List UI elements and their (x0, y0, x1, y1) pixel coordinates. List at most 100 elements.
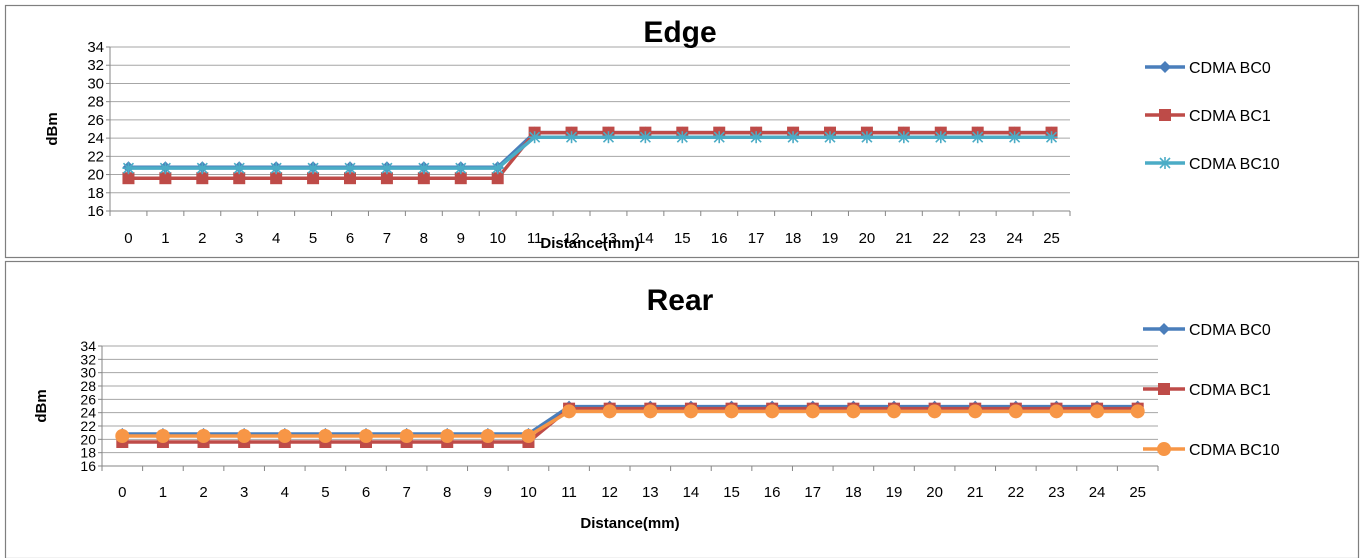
x-tick-label: 16 (711, 230, 728, 247)
legend: CDMA BC0 CDMA BC1 CDMA BC10 (1145, 60, 1280, 173)
y-tick-label: 22 (87, 148, 104, 165)
data-point (860, 131, 873, 144)
x-tick-label: 2 (199, 484, 207, 501)
x-tick-label: 19 (886, 484, 903, 501)
y-tick-label: 22 (80, 418, 96, 434)
x-axis-title: Distance(mm) (540, 235, 639, 252)
data-point (159, 162, 172, 175)
x-tick-label: 6 (362, 484, 370, 501)
legend-entry: CDMA BC10 (1145, 156, 1280, 173)
x-tick-label: 23 (1048, 484, 1065, 501)
data-point (270, 172, 283, 185)
x-tick-label: 6 (346, 230, 354, 247)
data-point (454, 172, 467, 185)
legend-entry: CDMA BC1 (1143, 382, 1271, 399)
data-point (122, 172, 135, 185)
y-tick-label: 34 (80, 338, 96, 354)
x-tick-label: 17 (804, 484, 821, 501)
y-tick-label: 32 (80, 351, 96, 367)
data-point (380, 172, 393, 185)
x-tick-label: 16 (764, 484, 781, 501)
x-tick-label: 9 (457, 230, 465, 247)
data-point (887, 404, 901, 419)
data-point (724, 404, 739, 419)
data-point (639, 131, 652, 144)
chart-title: Edge (643, 16, 716, 49)
data-point (440, 429, 455, 443)
x-tick-label: 12 (601, 484, 618, 501)
x-tick-label: 21 (896, 230, 913, 247)
x-tick-label: 4 (281, 484, 289, 501)
x-tick-label: 18 (785, 230, 802, 247)
x-tick-label: 8 (420, 230, 428, 247)
data-point (562, 404, 577, 419)
data-point (683, 404, 698, 419)
y-axis-title: dBm (44, 112, 61, 145)
legend-marker (1158, 383, 1170, 395)
legend-entry: CDMA BC1 (1145, 108, 1271, 125)
x-tick-label: 15 (674, 230, 691, 247)
data-point (846, 404, 861, 419)
data-point (233, 162, 246, 175)
x-tick-label: 5 (309, 230, 317, 247)
x-tick-label: 3 (235, 230, 243, 247)
data-point (491, 162, 504, 175)
x-tick-label: 11 (561, 484, 577, 501)
x-tick-label: 4 (272, 230, 280, 247)
x-tick-label: 21 (967, 484, 984, 501)
x-tick-label: 1 (159, 484, 167, 501)
legend-marker (1157, 442, 1171, 456)
x-tick-label: 7 (383, 230, 391, 247)
x-tick-label: 20 (926, 484, 943, 501)
y-tick-label: 28 (87, 94, 104, 111)
x-tick-label: 15 (723, 484, 740, 501)
x-tick-label: 24 (1089, 484, 1106, 501)
data-point (805, 404, 820, 419)
data-point (491, 172, 504, 185)
series-cdma-bc10 (122, 131, 1058, 175)
data-point (643, 404, 658, 419)
data-point (237, 429, 252, 443)
x-tick-label: 12 (563, 230, 580, 247)
x-tick-label: 1 (161, 230, 169, 247)
x-tick-label: 0 (124, 230, 132, 247)
y-tick-label: 16 (87, 203, 104, 220)
legend-label: CDMA BC0 (1189, 322, 1271, 339)
series-line (122, 406, 1138, 444)
x-tick-label: 10 (520, 484, 537, 501)
y-tick-label: 34 (87, 39, 104, 56)
y-tick-label: 20 (87, 167, 104, 184)
series-line (122, 404, 1138, 436)
y-tick-label: 26 (80, 391, 96, 407)
x-tick-label: 13 (600, 230, 617, 247)
x-tick-label: 2 (198, 230, 206, 247)
x-tick-label: 18 (845, 484, 862, 501)
data-point (380, 162, 393, 175)
x-tick-label: 14 (683, 484, 700, 501)
legend-entry: CDMA BC0 (1145, 60, 1271, 77)
legend-marker (1158, 323, 1170, 335)
data-point (344, 172, 356, 185)
y-tick-label: 24 (80, 405, 96, 421)
legend-label: CDMA BC0 (1189, 60, 1271, 77)
data-point (454, 162, 467, 175)
data-point (824, 131, 836, 144)
series-line (128, 130, 1052, 180)
x-tick-label: 10 (489, 230, 506, 247)
x-tick-label: 13 (642, 484, 659, 501)
y-tick-label: 18 (80, 445, 96, 461)
y-tick-label: 32 (87, 57, 104, 74)
y-tick-label: 28 (80, 378, 96, 394)
x-tick-label: 25 (1043, 230, 1060, 247)
data-point (1090, 404, 1105, 419)
x-tick-label: 7 (402, 484, 410, 501)
data-point (927, 404, 942, 419)
x-tick-label: 22 (1008, 484, 1025, 501)
chart-title: Rear (647, 284, 714, 317)
legend-label: CDMA BC1 (1189, 382, 1271, 399)
data-point (1008, 404, 1023, 419)
data-point (1049, 404, 1064, 419)
